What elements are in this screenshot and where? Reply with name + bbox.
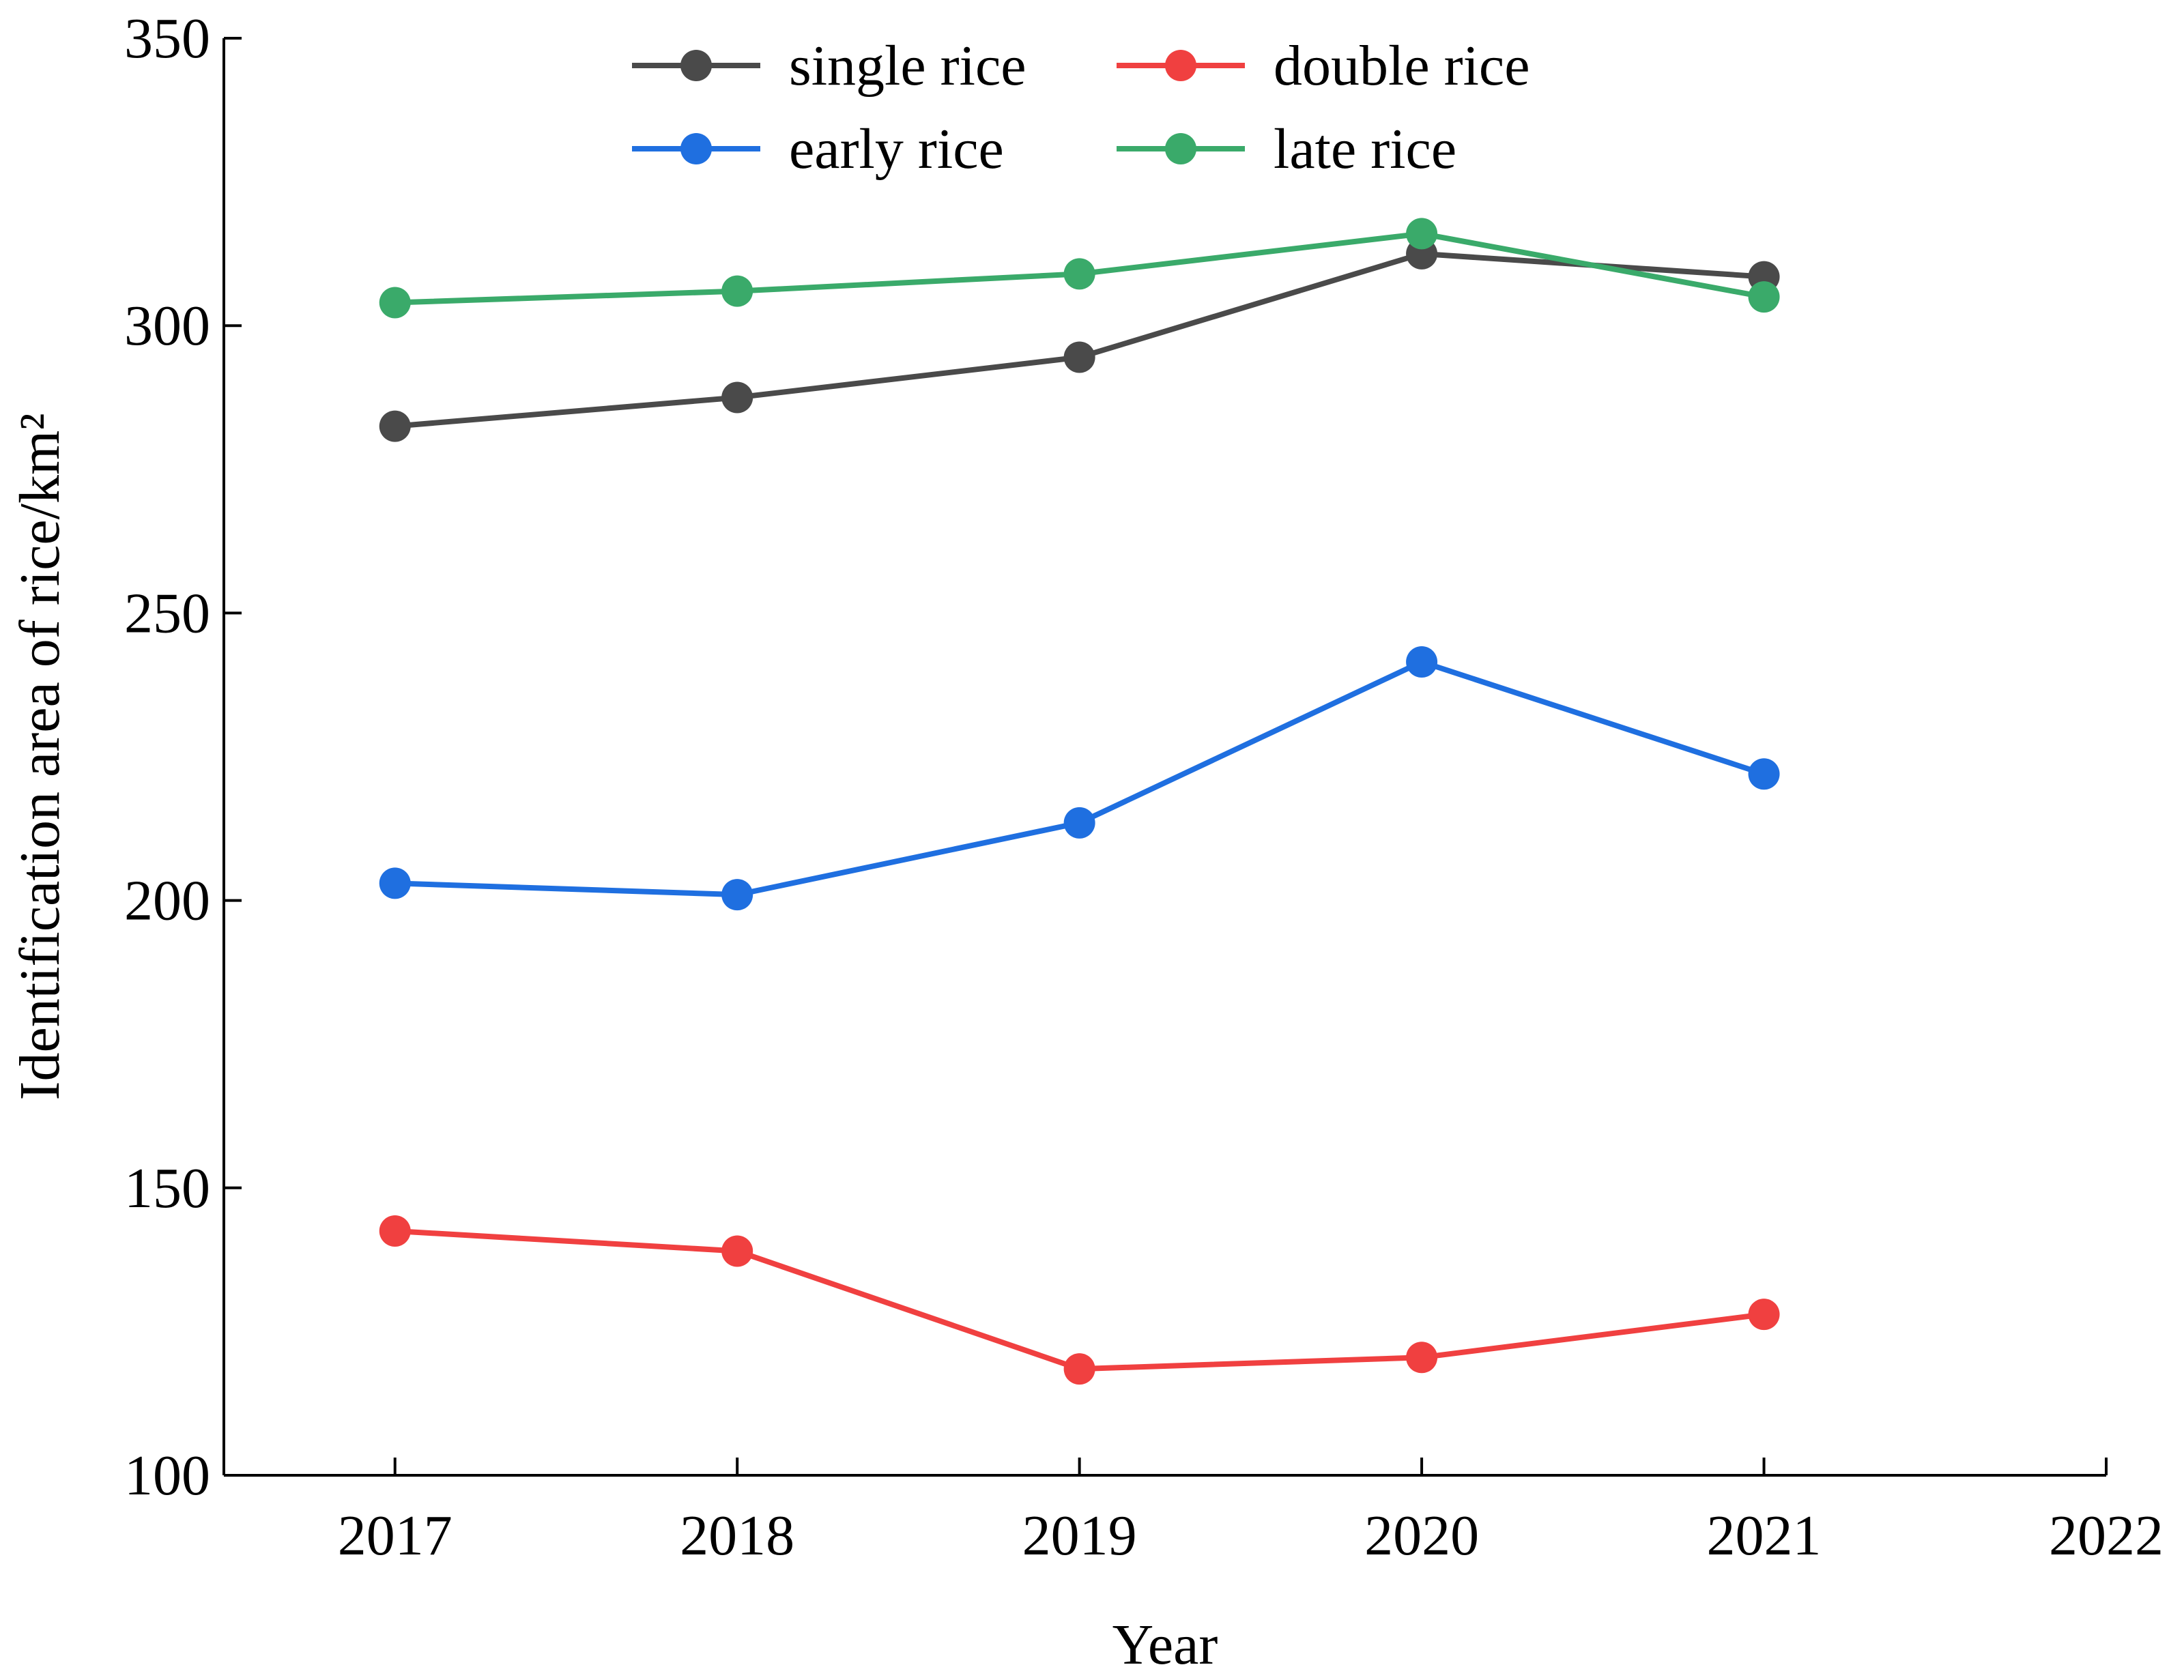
legend-label: late rice — [1274, 117, 1456, 181]
data-point — [379, 867, 411, 899]
series-line — [392, 1228, 1767, 1372]
data-point — [1406, 1342, 1438, 1374]
x-tick-label: 2021 — [1707, 1504, 1822, 1567]
legend-label: double rice — [1274, 34, 1530, 98]
y-axis-title: Identification area of rice/km² — [8, 413, 72, 1100]
series-line — [392, 659, 1767, 898]
y-axis-ticks: 100 150 200 250 300 350 — [124, 7, 242, 1507]
y-tick-label: 150 — [124, 1157, 210, 1220]
data-point — [1406, 646, 1438, 678]
data-point — [1748, 1299, 1780, 1331]
data-point — [379, 410, 411, 442]
data-point — [721, 879, 753, 911]
data-point — [721, 275, 753, 307]
legend-marker — [680, 133, 712, 164]
x-tick-label: 2019 — [1022, 1504, 1137, 1567]
data-point — [1748, 281, 1780, 313]
legend: single rice double rice early rice late ric… — [632, 34, 1530, 181]
data-point — [1748, 758, 1780, 790]
data-point — [721, 381, 753, 414]
y-tick-label: 100 — [124, 1444, 210, 1507]
data-point — [379, 287, 411, 319]
plot-lines — [392, 231, 1767, 1372]
x-tick-label: 2022 — [2049, 1504, 2164, 1567]
legend-marker — [1165, 133, 1196, 164]
x-axis-ticks: 2017 2018 2019 2020 2021 2022 — [338, 1458, 2164, 1567]
data-point — [1063, 1353, 1095, 1385]
x-axis-title: Year — [1112, 1613, 1218, 1677]
legend-marker — [680, 50, 712, 81]
data-point — [721, 1235, 753, 1267]
x-tick-label: 2017 — [338, 1504, 452, 1567]
plot-markers — [379, 218, 1780, 1385]
x-tick-label: 2018 — [680, 1504, 794, 1567]
y-tick-label: 200 — [124, 869, 210, 933]
y-tick-label: 300 — [124, 294, 210, 358]
data-point — [1406, 218, 1438, 250]
legend-label: single rice — [789, 34, 1026, 98]
legend-marker — [1165, 50, 1196, 81]
y-tick-label: 350 — [124, 7, 210, 70]
legend-label: early rice — [789, 117, 1004, 181]
data-point — [1063, 807, 1095, 839]
data-point — [1063, 341, 1095, 373]
data-point — [1063, 258, 1095, 290]
x-tick-label: 2020 — [1364, 1504, 1479, 1567]
data-point — [379, 1215, 411, 1247]
y-tick-label: 250 — [124, 581, 210, 645]
